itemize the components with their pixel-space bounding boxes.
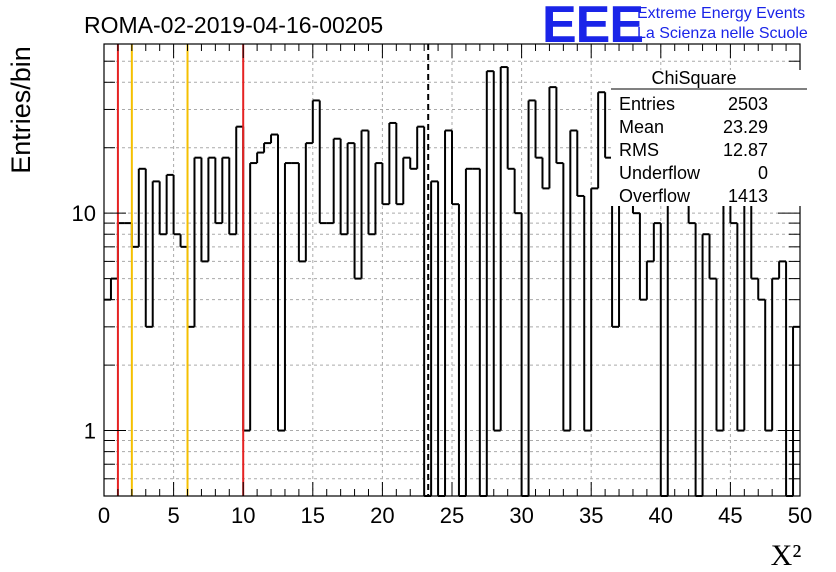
stats-value-rms: 12.87: [723, 140, 768, 160]
stats-box: ChiSquare Entries 2503 Mean 23.29 RMS 12…: [611, 68, 807, 206]
x-tick-label: 35: [579, 503, 603, 528]
stats-label-mean: Mean: [619, 117, 664, 137]
stats-value-overflow: 1413: [728, 186, 768, 206]
x-tick-label: 45: [718, 503, 742, 528]
stats-value-entries: 2503: [728, 94, 768, 114]
eee-logo: EEE Extreme Energy Events La Scienza nel…: [542, 0, 808, 54]
logo-line-2: La Scienza nelle Scuole: [637, 25, 808, 42]
chart-title: ROMA-02-2019-04-16-00205: [84, 12, 383, 38]
logo-text: EEE: [542, 0, 643, 54]
y-tick-label: 1: [84, 419, 96, 444]
x-axis-title: X²: [771, 539, 802, 572]
x-tick-label: 30: [509, 503, 533, 528]
x-tick-label: 10: [231, 503, 255, 528]
x-tick-label: 40: [649, 503, 673, 528]
stats-label-rms: RMS: [619, 140, 659, 160]
stats-value-mean: 23.29: [723, 117, 768, 137]
x-tick-labels: 0 5 10 15 20 25 30 35 40 45 50: [98, 503, 812, 528]
y-tick-label: 10: [72, 201, 96, 226]
stats-value-underflow: 0: [758, 163, 768, 183]
x-tick-label: 50: [788, 503, 812, 528]
logo-line-1: Extreme Energy Events: [637, 5, 805, 22]
y-axis-title: Entries/bin: [6, 46, 36, 174]
stats-label-underflow: Underflow: [619, 163, 701, 183]
x-tick-label: 20: [370, 503, 394, 528]
y-tick-labels: 1 10: [72, 201, 96, 443]
stats-title: ChiSquare: [651, 68, 736, 88]
x-tick-label: 25: [440, 503, 464, 528]
histogram-bars: [104, 66, 800, 497]
stats-label-overflow: Overflow: [619, 186, 691, 206]
stats-label-entries: Entries: [619, 94, 675, 114]
x-tick-label: 0: [98, 503, 110, 528]
x-tick-label: 5: [167, 503, 179, 528]
x-tick-label: 15: [301, 503, 325, 528]
axis-ticks: [103, 44, 801, 496]
reference-lines: [116, 44, 430, 496]
